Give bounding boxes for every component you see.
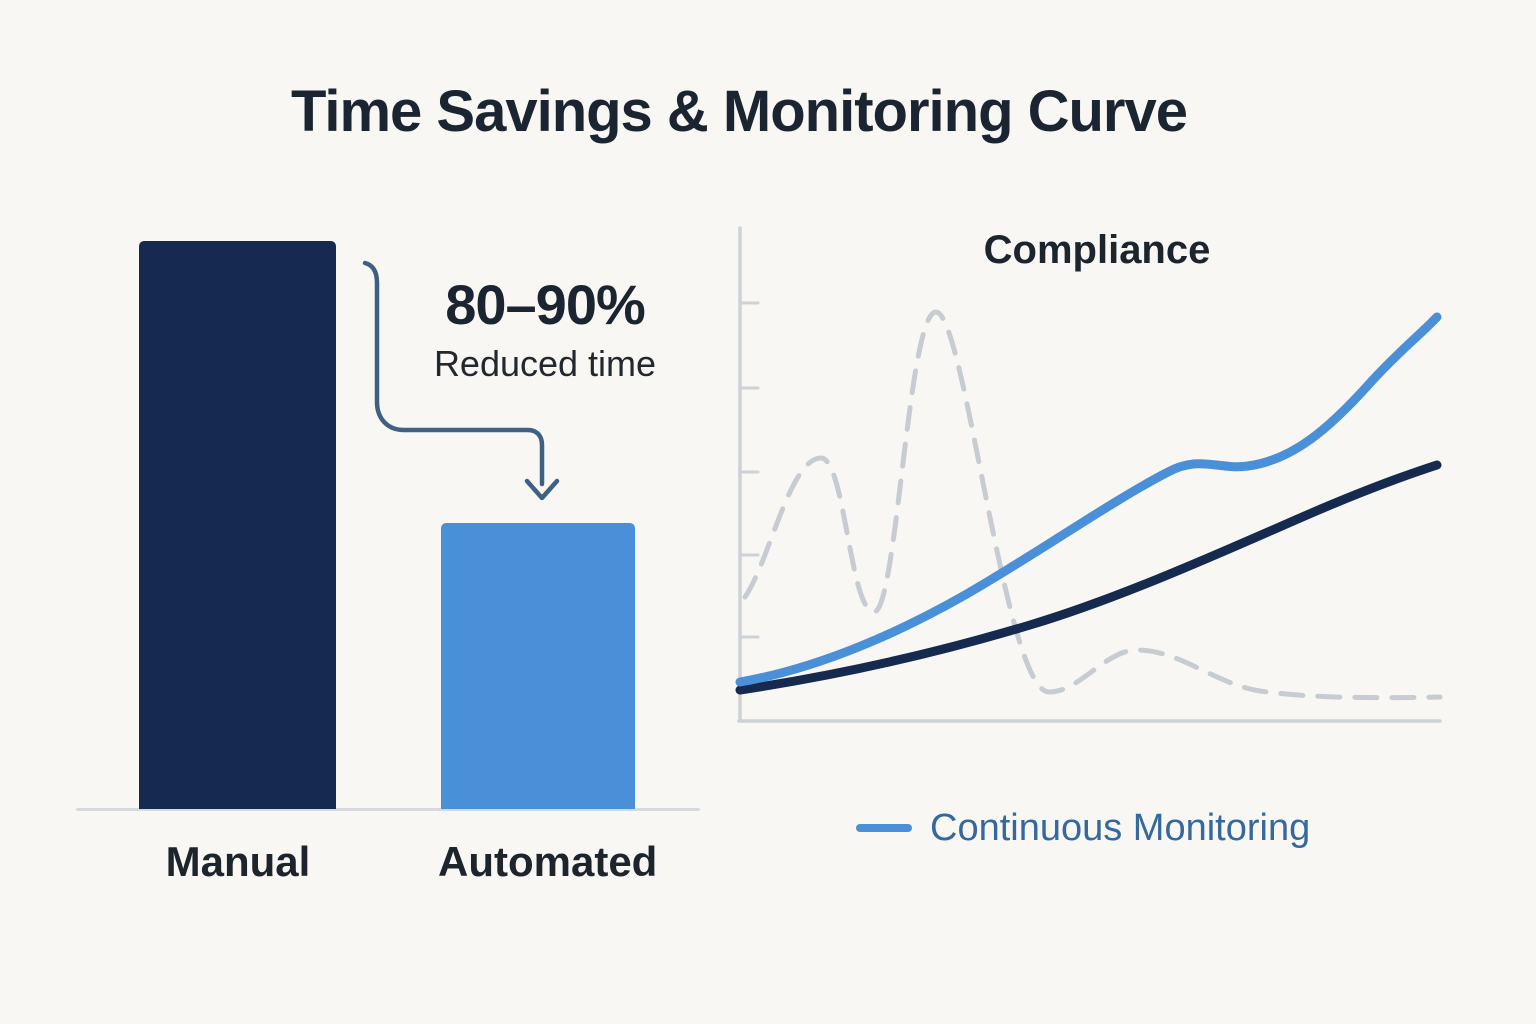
continuous-monitoring-line bbox=[735, 312, 1442, 687]
legend-line-swatch bbox=[856, 824, 912, 832]
adhoc-dashed-line bbox=[742, 309, 1443, 701]
reduction-percentage: 80–90% bbox=[445, 273, 646, 336]
bar-label-manual: Manual bbox=[165, 838, 311, 885]
baseline-compliance-line bbox=[735, 460, 1442, 695]
legend-label: Continuous Monitoring bbox=[930, 806, 1311, 849]
page-title: Time Savings & Monitoring Curve bbox=[290, 79, 1188, 144]
compliance-chart-title: Compliance bbox=[983, 228, 1211, 272]
bar-automated bbox=[441, 523, 635, 809]
legend: Continuous Monitoring bbox=[856, 806, 1416, 850]
y-axis-ticks bbox=[739, 301, 760, 639]
reduction-annotation: 80–90% Reduced time bbox=[393, 273, 697, 386]
bar-baseline bbox=[76, 808, 700, 811]
bar-label-automated: Automated bbox=[438, 838, 658, 885]
bar-manual bbox=[139, 241, 336, 809]
compliance-axes bbox=[737, 226, 1442, 723]
reduction-caption: Reduced time bbox=[433, 342, 657, 384]
